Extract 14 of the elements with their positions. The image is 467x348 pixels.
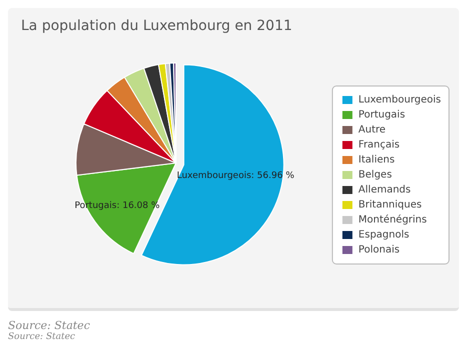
legend-label: Espagnols — [358, 230, 410, 240]
source-note: Source: Statec — [8, 319, 91, 332]
legend-label: Allemands — [358, 184, 411, 196]
legend-label: Polonais — [358, 244, 400, 256]
chart-title: La population du Luxembourg en 2011 — [21, 18, 292, 34]
legend-label: Monténégrins — [358, 214, 427, 226]
legend-label: Belges — [358, 170, 392, 180]
legend-label: Français — [358, 140, 400, 150]
legend-label: Luxembourgeois — [358, 94, 442, 106]
legend-label: Autre — [358, 124, 386, 136]
source-note: Source: Statec — [8, 332, 76, 343]
legend-label: Portugais — [358, 110, 406, 120]
legend-label: Britanniques — [358, 200, 422, 210]
legend-label: Italiens — [358, 154, 395, 166]
